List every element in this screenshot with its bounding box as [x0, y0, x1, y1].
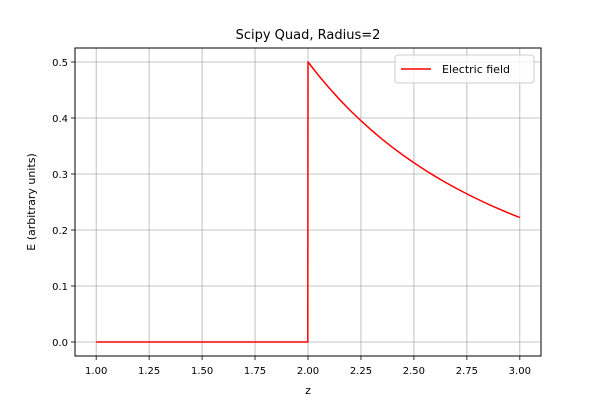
legend-entry: Electric field	[442, 63, 510, 76]
x-tick-label: 1.25	[138, 366, 160, 377]
y-tick-label: 0.2	[52, 226, 68, 237]
legend: Electric field	[394, 54, 535, 84]
y-axis-label: E (arbitrary units)	[25, 153, 38, 250]
x-tick-label: 1.00	[85, 366, 107, 377]
x-tick-label: 2.50	[403, 366, 425, 377]
x-tick-label: 3.00	[509, 366, 531, 377]
x-axis-label: z	[305, 384, 311, 397]
y-tick-label: 0.3	[52, 170, 68, 181]
x-tick-label: 1.50	[191, 366, 213, 377]
plot-area	[96, 61, 521, 343]
legend-box	[394, 54, 535, 84]
y-tick-label: 0.4	[52, 114, 68, 125]
electric-field-series-line	[96, 61, 521, 343]
y-tick-label: 0.0	[52, 338, 68, 349]
y-axis: 0.0 0.1 0.2 0.3 0.4 0.5	[52, 58, 75, 349]
x-tick-label: 2.75	[456, 366, 478, 377]
x-tick-label: 2.25	[350, 366, 372, 377]
x-axis: 1.00 1.25 1.50 1.75 2.00 2.25 2.50 2.75 3.00	[85, 356, 531, 377]
x-tick-label: 1.75	[244, 366, 266, 377]
y-tick-label: 0.1	[52, 282, 68, 293]
chart-title: Scipy Quad, Radius=2	[236, 28, 381, 43]
y-tick-label: 0.5	[52, 58, 68, 69]
x-tick-label: 2.00	[297, 366, 319, 377]
